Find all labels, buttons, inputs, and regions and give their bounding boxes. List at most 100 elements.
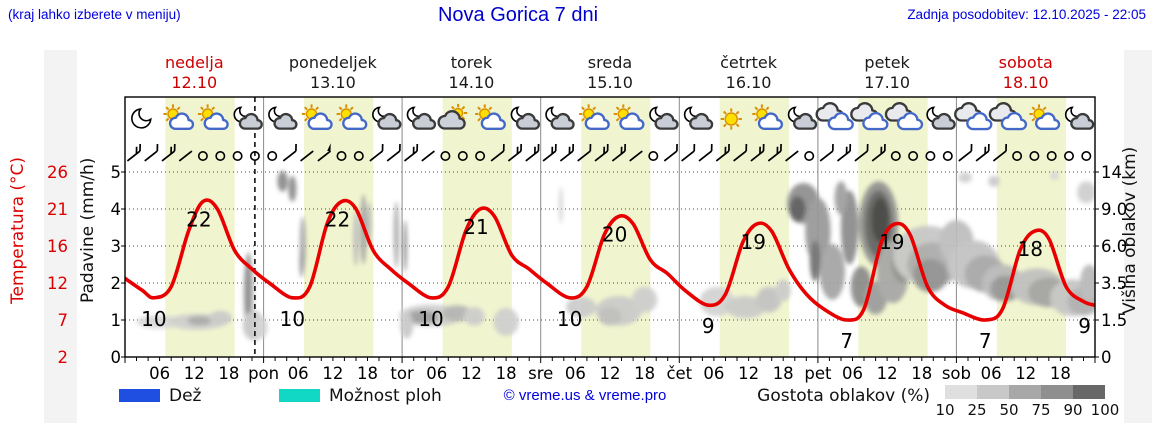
svg-text:19: 19	[740, 230, 765, 254]
svg-text:12: 12	[47, 274, 68, 293]
weather-icon-moon-cloud	[233, 106, 263, 130]
svg-text:sre: sre	[528, 364, 553, 383]
svg-text:18: 18	[357, 364, 378, 383]
svg-text:06: 06	[149, 364, 170, 383]
temperature-value-labels: 22 22 21 20 19 19 18 10 10 10 10 9 7 7 9	[141, 208, 1091, 353]
day-name: četrtek	[720, 53, 777, 72]
day-date: 17.10	[864, 73, 911, 92]
svg-text:2: 2	[111, 274, 122, 293]
cloud-density-colorbar	[945, 385, 1105, 399]
day-name: sreda	[587, 53, 633, 72]
weather-icon-cloud-sun	[437, 103, 468, 130]
cloud-density-blobs	[136, 170, 1095, 341]
svg-text:9: 9	[1078, 314, 1091, 338]
svg-text:10: 10	[557, 307, 582, 331]
svg-text:7: 7	[58, 311, 69, 330]
wind-barb-icon	[300, 150, 314, 162]
wind-calm-icon	[336, 151, 347, 162]
weather-icon-sun-cloud	[475, 104, 506, 131]
svg-text:6.0: 6.0	[1101, 237, 1127, 256]
wind-barb-icon	[975, 143, 990, 162]
weather-icon-sun-cloud	[579, 104, 610, 131]
svg-text:1.5: 1.5	[1101, 311, 1127, 330]
svg-text:12: 12	[877, 364, 898, 383]
day-header: petek 17.10	[818, 53, 957, 93]
right-axis-strip	[1124, 50, 1152, 423]
day-name: nedelja	[164, 53, 224, 72]
svg-text:12: 12	[461, 364, 482, 383]
wind-calm-icon	[1081, 151, 1092, 162]
weather-icon-sun-cloud	[301, 104, 333, 131]
weather-icon-moon-cloud	[545, 106, 575, 130]
wind-calm-icon	[925, 151, 936, 162]
wind-barb-icon	[958, 143, 973, 162]
weather-icon-sun-cloud	[613, 104, 645, 131]
rain-legend-label: Dež	[169, 386, 202, 406]
svg-text:26: 26	[47, 163, 68, 182]
svg-text:12: 12	[600, 364, 621, 383]
day-header: sreda 15.10	[541, 53, 680, 93]
wind-calm-icon	[457, 151, 468, 162]
wind-barb-icon	[629, 150, 643, 162]
svg-text:7: 7	[979, 329, 992, 353]
day-name: sobota	[998, 53, 1053, 72]
wind-calm-icon	[215, 151, 226, 162]
wind-calm-icon	[249, 151, 260, 162]
showers-legend-label: Možnost ploh	[329, 386, 442, 406]
svg-text:18: 18	[1050, 364, 1071, 383]
day-header: sobota 18.10	[956, 53, 1095, 93]
svg-text:10: 10	[418, 307, 443, 331]
wind-calm-icon	[908, 151, 919, 162]
wind-calm-icon	[197, 151, 208, 162]
day-header: torek 14.10	[402, 53, 541, 93]
wind-barb-icon	[767, 143, 782, 162]
weather-icon-sun	[720, 108, 742, 130]
day-name: ponedeljek	[288, 53, 377, 72]
svg-text:21: 21	[463, 215, 488, 239]
svg-text:06: 06	[703, 364, 724, 383]
svg-text:18: 18	[496, 364, 517, 383]
x-axis: 06 12 18 06 12 18 06 12 18 06 12 18 06 12 18 06 12 18 06 12…	[124, 357, 1096, 383]
svg-text:0: 0	[111, 348, 122, 367]
wind-barb-icon	[750, 143, 765, 162]
wind-calm-icon	[1029, 151, 1040, 162]
wind-row	[126, 143, 1092, 162]
wind-barb-icon	[819, 143, 834, 162]
cloud-density-label: Gostota oblakov (%)	[757, 386, 930, 406]
wind-barb-icon	[369, 143, 384, 162]
svg-text:06: 06	[565, 364, 586, 383]
svg-text:3.5: 3.5	[1101, 274, 1127, 293]
svg-text:7: 7	[840, 329, 853, 353]
svg-text:pet: pet	[804, 364, 832, 383]
wind-barb-icon	[559, 143, 575, 162]
weather-icon-clouds	[815, 102, 854, 131]
day-date: 13.10	[309, 73, 356, 92]
day-name: torek	[450, 53, 493, 72]
wind-barb-icon	[386, 143, 401, 162]
svg-text:21: 21	[47, 200, 68, 219]
wind-calm-icon	[267, 151, 278, 162]
wind-calm-icon	[1046, 151, 1057, 162]
copyright-link[interactable]: © vreme.us & vreme.pro	[503, 387, 667, 404]
svg-text:14: 14	[1101, 163, 1122, 182]
day-date: 16.10	[725, 73, 772, 92]
wind-calm-icon	[232, 151, 243, 162]
weather-icon-sun-cloud	[163, 104, 195, 131]
day-header: ponedeljek 13.10	[264, 53, 403, 93]
wind-barb-icon	[577, 143, 592, 162]
wind-barb-icon	[282, 143, 297, 162]
svg-text:18: 18	[911, 364, 932, 383]
wind-barb-icon	[490, 143, 505, 162]
wind-barb-icon	[681, 143, 696, 162]
weather-icon-sun-cloud	[198, 104, 229, 131]
day-name: petek	[864, 53, 910, 72]
svg-text:06: 06	[288, 364, 309, 383]
day-date: 15.10	[587, 73, 633, 92]
wind-barb-icon	[992, 143, 1008, 162]
svg-text:9.0: 9.0	[1101, 200, 1127, 219]
showers-legend-swatch	[279, 389, 320, 402]
wind-calm-icon	[648, 151, 659, 162]
svg-text:4: 4	[111, 200, 122, 219]
svg-text:16: 16	[47, 237, 68, 256]
